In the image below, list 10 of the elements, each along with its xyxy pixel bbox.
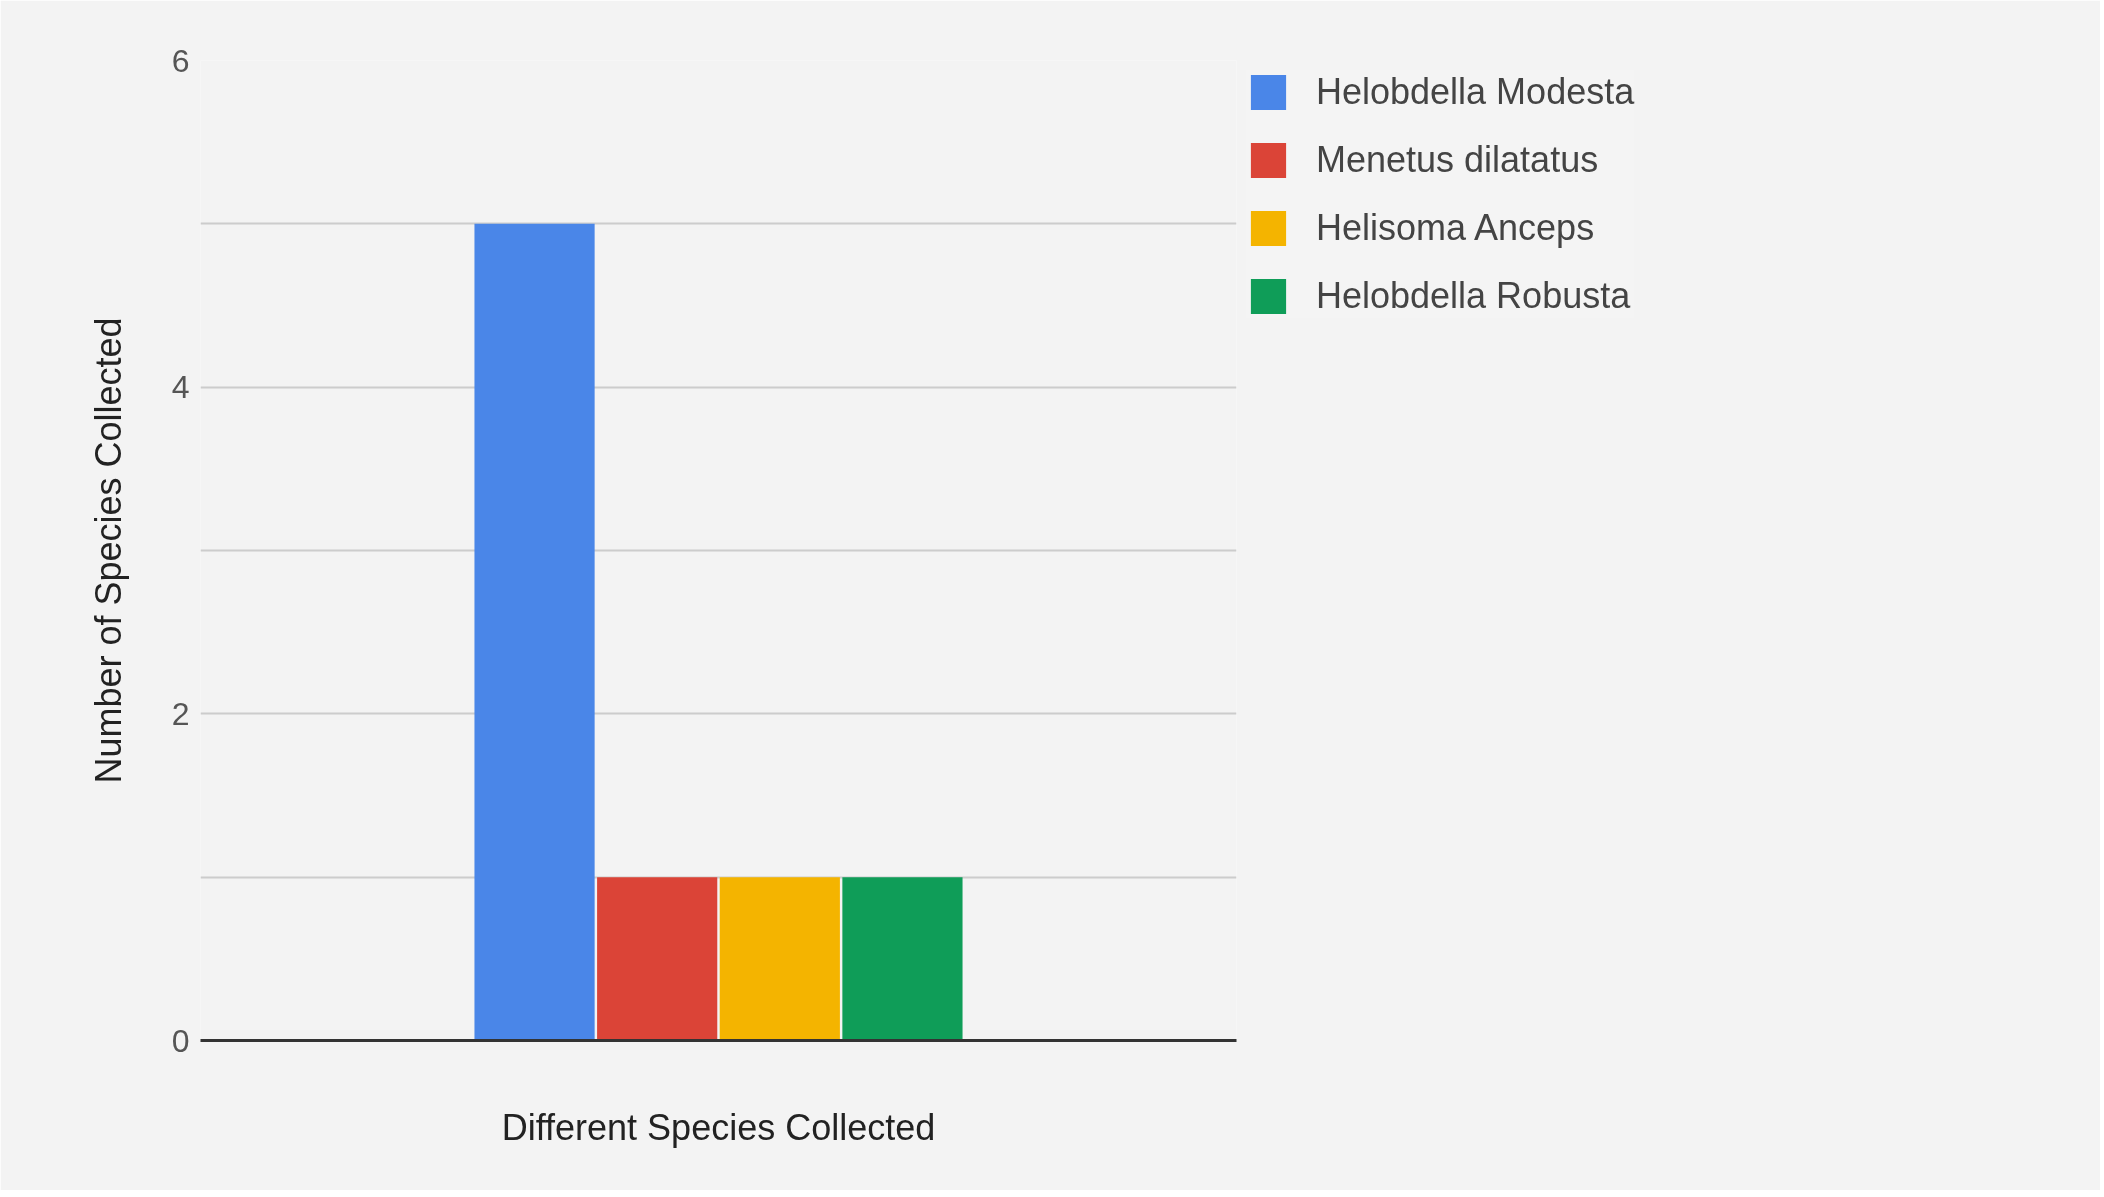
legend-label: Helobdella Robusta <box>1316 275 1631 317</box>
legend-label: Helobdella Modesta <box>1316 71 1635 113</box>
legend-label: Helisoma Anceps <box>1316 207 1595 249</box>
x-axis-title: Different Species Collected <box>501 1106 936 1148</box>
y-tick-label: 0 <box>171 1022 190 1059</box>
legend-label: Menetus dilatatus <box>1316 139 1599 181</box>
y-axis-title: Number of Species Collected <box>87 317 129 784</box>
y-tick-label: 4 <box>171 369 190 406</box>
y-tick-label: 6 <box>171 42 190 79</box>
y-tick-label: 2 <box>171 695 190 732</box>
